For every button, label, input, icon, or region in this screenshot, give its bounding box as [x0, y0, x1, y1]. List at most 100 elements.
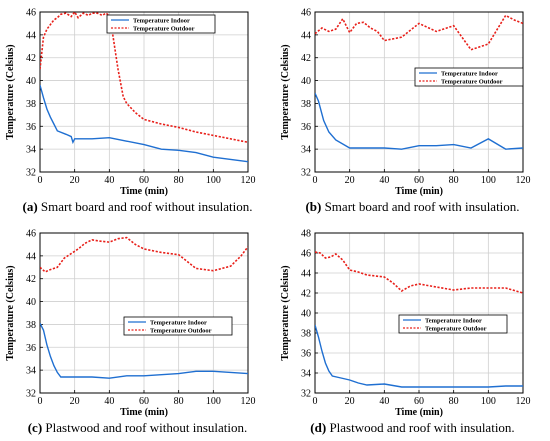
x-tick-label: 120: [241, 175, 256, 186]
y-tick-label: 44: [26, 251, 36, 262]
x-axis-label: Time (min): [120, 407, 168, 418]
y-tick-label: 46: [301, 249, 311, 260]
x-tick-label: 80: [174, 175, 184, 186]
x-tick-label: 100: [481, 396, 496, 407]
y-tick-label: 40: [26, 76, 36, 87]
x-tick-label: 60: [414, 396, 424, 407]
y-tick-label: 48: [301, 229, 311, 240]
y-tick-label: 46: [26, 8, 36, 19]
legend-entry: Temperature Indoor: [441, 70, 498, 77]
legend-entry: Temperature Outdoor: [441, 78, 503, 85]
x-tick-label: 0: [313, 396, 318, 407]
caption-c-text: Plastwood and roof without insulation.: [42, 420, 248, 435]
caption-b-text: Smart board and roof with insulation.: [321, 199, 520, 214]
chart-panel-c: 0 20 40 60 80 100 120 32 34 36 38 40 42 44 46 Time (min…: [0, 221, 275, 441]
x-tick-label: 20: [345, 396, 355, 407]
y-tick-label: 38: [26, 320, 36, 331]
y-tick-label: 42: [26, 274, 36, 285]
x-tick-label: 60: [139, 175, 149, 186]
chart-panel-a: 0 20 40 60 80 100 120 32 34 36 38 40 42 44 46 Time (min…: [0, 0, 275, 220]
y-tick-label: 36: [26, 122, 36, 133]
caption-c-tag: (c): [27, 420, 43, 435]
caption-a-tag: (a): [22, 199, 38, 214]
x-tick-label: 20: [345, 175, 355, 186]
chart-b-grid: [314, 11, 524, 173]
y-tick-label: 36: [26, 343, 36, 354]
series-line-outdoor: [40, 10, 248, 144]
y-axis-label: Temperature (Celsius): [5, 44, 16, 139]
series-line-outdoor: [315, 14, 523, 51]
caption-a: (a) Smart board and roof without insulat…: [0, 199, 275, 215]
y-tick-label: 34: [26, 145, 36, 156]
y-tick-label: 40: [301, 309, 311, 320]
y-axis-label: Temperature (Celsius): [280, 44, 291, 139]
x-tick-label: 120: [241, 396, 256, 407]
y-tick-label: 46: [301, 8, 311, 19]
y-tick-label: 42: [301, 289, 311, 300]
x-tick-label: 80: [449, 396, 459, 407]
chart-panel-b: 0 20 40 60 80 100 120 32 34 36 38 40 42 44 46 Time (min…: [275, 0, 550, 220]
caption-d-tag: (d): [310, 420, 327, 435]
y-axis-label: Temperature (Celsius): [5, 265, 16, 360]
y-tick-label: 32: [26, 389, 36, 400]
caption-d-text: Plastwood and roof with insulation.: [326, 420, 515, 435]
legend-box: [398, 314, 508, 334]
x-tick-label: 20: [70, 396, 80, 407]
y-axis-label: Temperature (Celsius): [280, 265, 291, 360]
y-tick-label: 32: [26, 168, 36, 179]
y-tick-label: 44: [26, 30, 36, 41]
x-axis-label: Time (min): [395, 407, 443, 418]
series-line-outdoor: [315, 251, 523, 294]
y-tick-label: 44: [301, 30, 311, 41]
legend-entry: Temperature Outdoor: [425, 325, 487, 332]
chart-a-svg: 0 20 40 60 80 100 120 32 34 36 38 40 42 44 46 Time (min…: [5, 8, 256, 198]
y-tick-label: 34: [301, 369, 311, 380]
series-line-indoor: [315, 92, 523, 150]
x-tick-label: 20: [70, 175, 80, 186]
x-tick-label: 60: [414, 175, 424, 186]
x-tick-label: 0: [38, 396, 43, 407]
legend-box: [123, 316, 233, 336]
legend-entry: Temperature Indoor: [150, 319, 207, 326]
y-tick-label: 36: [301, 122, 311, 133]
x-tick-label: 40: [104, 175, 114, 186]
legend-box: [414, 67, 524, 87]
x-tick-label: 100: [206, 175, 221, 186]
y-tick-label: 32: [301, 389, 311, 400]
x-tick-label: 40: [379, 175, 389, 186]
y-tick-label: 42: [26, 53, 36, 64]
caption-d: (d) Plastwood and roof with insulation.: [275, 420, 550, 436]
caption-b-tag: (b): [305, 199, 322, 214]
legend-entry: Temperature Outdoor: [150, 327, 212, 334]
y-tick-label: 40: [301, 76, 311, 87]
chart-b-svg: 0 20 40 60 80 100 120 32 34 36 38 40 42 44 46 Time (min…: [280, 8, 531, 198]
legend-box: [106, 14, 216, 34]
y-tick-label: 36: [301, 349, 311, 360]
legend-entry: Temperature Outdoor: [133, 25, 195, 32]
y-tick-label: 46: [26, 229, 36, 240]
x-tick-label: 0: [313, 175, 318, 186]
chart-c-grid: [39, 232, 249, 394]
chart-a-grid: [39, 11, 249, 173]
y-tick-label: 38: [301, 329, 311, 340]
caption-b: (b) Smart board and roof with insulation…: [275, 199, 550, 215]
y-tick-label: 44: [301, 269, 311, 280]
series-line-indoor: [315, 324, 523, 388]
y-tick-label: 32: [301, 168, 311, 179]
x-tick-label: 80: [449, 175, 459, 186]
x-tick-label: 40: [379, 396, 389, 407]
x-tick-label: 100: [481, 175, 496, 186]
caption-a-text: Smart board and roof without insulation.: [37, 199, 253, 214]
series-line-indoor: [40, 84, 248, 163]
x-tick-label: 0: [38, 175, 43, 186]
x-tick-label: 120: [516, 396, 531, 407]
y-tick-label: 34: [26, 366, 36, 377]
chart-panel-d: 0 20 40 60 80 100 120 32 34 36 38 40 42 44 46 48 Time (m…: [275, 221, 550, 441]
series-line-indoor: [40, 322, 248, 379]
y-tick-label: 38: [301, 99, 311, 110]
x-tick-label: 40: [104, 396, 114, 407]
x-tick-label: 120: [516, 175, 531, 186]
